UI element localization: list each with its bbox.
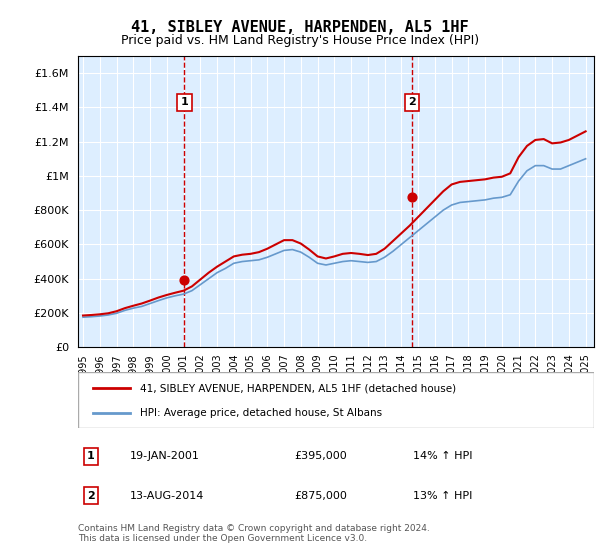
Text: 14% ↑ HPI: 14% ↑ HPI — [413, 451, 473, 461]
Text: 19-JAN-2001: 19-JAN-2001 — [130, 451, 199, 461]
Text: Contains HM Land Registry data © Crown copyright and database right 2024.
This d: Contains HM Land Registry data © Crown c… — [78, 524, 430, 543]
Text: £875,000: £875,000 — [295, 491, 347, 501]
Text: 2: 2 — [87, 491, 95, 501]
Text: 41, SIBLEY AVENUE, HARPENDEN, AL5 1HF: 41, SIBLEY AVENUE, HARPENDEN, AL5 1HF — [131, 20, 469, 35]
Text: 41, SIBLEY AVENUE, HARPENDEN, AL5 1HF (detached house): 41, SIBLEY AVENUE, HARPENDEN, AL5 1HF (d… — [140, 383, 456, 393]
Text: 13-AUG-2014: 13-AUG-2014 — [130, 491, 204, 501]
Text: 2: 2 — [408, 97, 416, 108]
Text: £395,000: £395,000 — [295, 451, 347, 461]
Point — [179, 275, 189, 284]
Point — [407, 193, 416, 202]
Text: Price paid vs. HM Land Registry's House Price Index (HPI): Price paid vs. HM Land Registry's House … — [121, 34, 479, 46]
Text: 1: 1 — [181, 97, 188, 108]
Text: 1: 1 — [87, 451, 95, 461]
Text: 13% ↑ HPI: 13% ↑ HPI — [413, 491, 473, 501]
FancyBboxPatch shape — [78, 372, 594, 428]
Text: HPI: Average price, detached house, St Albans: HPI: Average price, detached house, St A… — [140, 408, 382, 418]
